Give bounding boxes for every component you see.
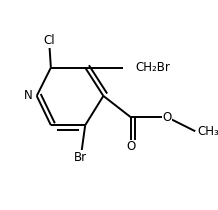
Text: O: O <box>162 111 172 124</box>
Text: Cl: Cl <box>43 34 55 47</box>
Text: Br: Br <box>74 151 87 164</box>
Text: CH₂Br: CH₂Br <box>136 61 170 74</box>
Text: CH₃: CH₃ <box>197 125 218 138</box>
Text: O: O <box>126 140 135 154</box>
Text: N: N <box>24 89 33 102</box>
